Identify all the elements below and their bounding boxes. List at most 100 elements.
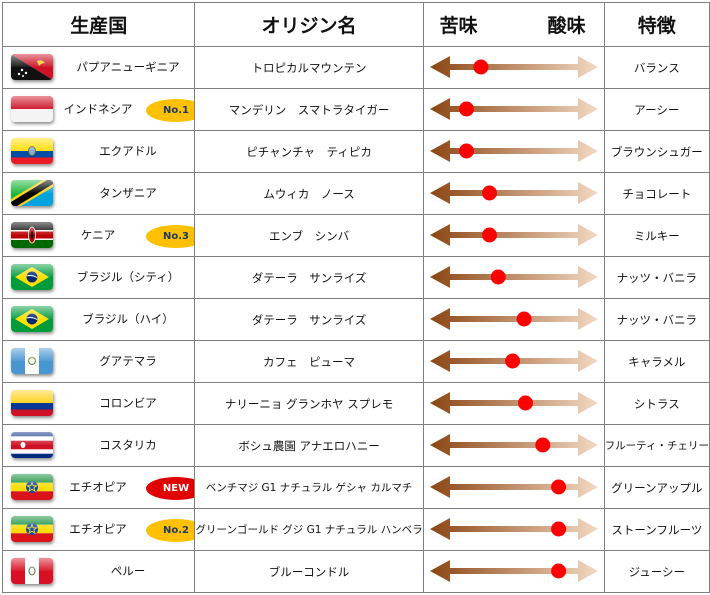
country-name: エチオピア <box>69 480 127 494</box>
ecuador-flag-icon <box>11 138 53 164</box>
table-row: エチオピア NEW ベンチマジ G1 ナチュラル ゲシャ カルマチ グリーンアップル <box>1 466 710 509</box>
origin-name: トロピカルマウンテン <box>194 46 424 89</box>
rank-badge: NEW <box>146 477 194 500</box>
country-name: タンザニア <box>99 186 157 200</box>
feature-text: ナッツ・バニラ <box>603 256 710 299</box>
colombia-flag-icon <box>11 390 53 416</box>
country-name: ケニア <box>80 228 116 242</box>
taste-scale <box>422 550 605 593</box>
taste-marker <box>534 437 550 453</box>
bitter-acidity-arrow <box>429 98 598 120</box>
taste-scale <box>422 424 605 467</box>
taste-scale <box>422 46 605 89</box>
table-row: ペルー ブルーコンドル ジューシー <box>1 550 710 593</box>
country-name: ペルー <box>110 564 146 578</box>
taste-marker <box>550 521 566 537</box>
taste-marker <box>517 395 533 411</box>
country-cell: エチオピア NEW <box>1 466 196 509</box>
origin-name: ナリーニョ グランホヤ スプレモ <box>194 382 424 425</box>
table-row: インドネシア No.1 マンデリン スマトラタイガー アーシー <box>1 88 710 131</box>
origin-name: ピチャンチャ ティピカ <box>194 130 424 173</box>
origin-name: ベンチマジ G1 ナチュラル ゲシャ カルマチ <box>194 466 424 509</box>
table-row: エクアドル ピチャンチャ ティピカ ブラウンシュガー <box>1 130 710 173</box>
origin-name: ダテーラ サンライズ <box>194 256 424 299</box>
country-name: パプアニューギニア <box>76 60 180 74</box>
guatemala-flag-icon <box>11 348 53 374</box>
table-row: コスタリカ ボシュ農園 アナエロハニー フルーティ・チェリー <box>1 424 710 467</box>
table-row: タンザニア ムウィカ ノース チョコレート <box>1 172 710 215</box>
feature-text: グリーンアップル <box>603 466 710 509</box>
peru-flag-icon <box>11 558 53 584</box>
ethiopia-flag-icon <box>11 474 53 500</box>
taste-scale <box>422 466 605 509</box>
taste-scale <box>422 298 605 341</box>
taste-scale <box>422 88 605 131</box>
origin-name: カフェ ピューマ <box>194 340 424 383</box>
bitter-acidity-arrow <box>429 224 598 246</box>
costa-rica-flag-icon <box>11 432 53 458</box>
taste-marker <box>550 479 566 495</box>
table-row: コロンビア ナリーニョ グランホヤ スプレモ シトラス <box>1 382 710 425</box>
country-name: エチオピア <box>69 522 127 536</box>
feature-text: ブラウンシュガー <box>603 130 710 173</box>
country-cell: コロンビア <box>1 382 196 425</box>
country-cell: パプアニューギニア <box>1 46 196 89</box>
ethiopia-flag-icon <box>11 516 53 542</box>
origin-name: ダテーラ サンライズ <box>194 298 424 341</box>
country-name: コスタリカ <box>99 438 157 452</box>
taste-marker <box>481 185 497 201</box>
feature-text: ジューシー <box>603 550 710 593</box>
country-cell: ペルー <box>1 550 196 593</box>
table-row: グアテマラ カフェ ピューマ キャラメル <box>1 340 710 383</box>
header-feature: 特徴 <box>603 2 710 47</box>
papua-new-guinea-flag-icon <box>11 54 53 80</box>
table-row: ブラジル（ハイ） ダテーラ サンライズ ナッツ・バニラ <box>1 298 710 341</box>
bitter-acidity-arrow <box>429 560 598 582</box>
header-taste-scale: 苦味 酸味 <box>422 2 605 47</box>
feature-text: チョコレート <box>603 172 710 215</box>
bitter-acidity-arrow <box>429 434 598 456</box>
table-row: ブラジル（シティ） ダテーラ サンライズ ナッツ・バニラ <box>1 256 710 299</box>
country-cell: インドネシア No.1 <box>1 88 196 131</box>
brazil-flag-icon <box>11 306 53 332</box>
bitter-acidity-arrow <box>429 266 598 288</box>
feature-text: アーシー <box>603 88 710 131</box>
bitter-acidity-arrow <box>429 392 598 414</box>
country-name: インドネシア <box>63 102 133 116</box>
taste-marker <box>473 59 489 75</box>
rank-badge: No.3 <box>146 225 194 248</box>
country-cell: ケニア No.3 <box>1 214 196 257</box>
country-cell: エクアドル <box>1 130 196 173</box>
country-name: ブラジル（シティ） <box>76 270 180 284</box>
kenya-flag-icon <box>11 222 53 248</box>
origin-name: マンデリン スマトラタイガー <box>194 88 424 131</box>
country-name: コロンビア <box>99 396 157 410</box>
feature-text: シトラス <box>603 382 710 425</box>
taste-marker <box>550 563 566 579</box>
country-cell: タンザニア <box>1 172 196 215</box>
taste-marker <box>490 269 506 285</box>
header-acidity: 酸味 <box>547 15 586 37</box>
origin-name: ムウィカ ノース <box>194 172 424 215</box>
bitter-acidity-arrow <box>429 308 598 330</box>
country-cell: ブラジル（シティ） <box>1 256 196 299</box>
origin-name: エンブ シンバ <box>194 214 424 257</box>
taste-marker <box>481 227 497 243</box>
country-cell: ブラジル（ハイ） <box>1 298 196 341</box>
country-name: ブラジル（ハイ） <box>82 312 174 326</box>
country-name: グアテマラ <box>99 354 157 368</box>
country-cell: エチオピア No.2 <box>1 508 196 551</box>
feature-text: ミルキー <box>603 214 710 257</box>
taste-scale <box>422 340 605 383</box>
header-bitter: 苦味 <box>439 15 478 37</box>
taste-scale <box>422 508 605 551</box>
bitter-acidity-arrow <box>429 56 598 78</box>
bitter-acidity-arrow <box>429 182 598 204</box>
brazil-flag-icon <box>11 264 53 290</box>
table-row: ケニア No.3 エンブ シンバ ミルキー <box>1 214 710 257</box>
country-name: エクアドル <box>99 144 157 158</box>
taste-marker <box>458 101 474 117</box>
taste-scale <box>422 256 605 299</box>
header-country: 生産国 <box>1 2 196 47</box>
